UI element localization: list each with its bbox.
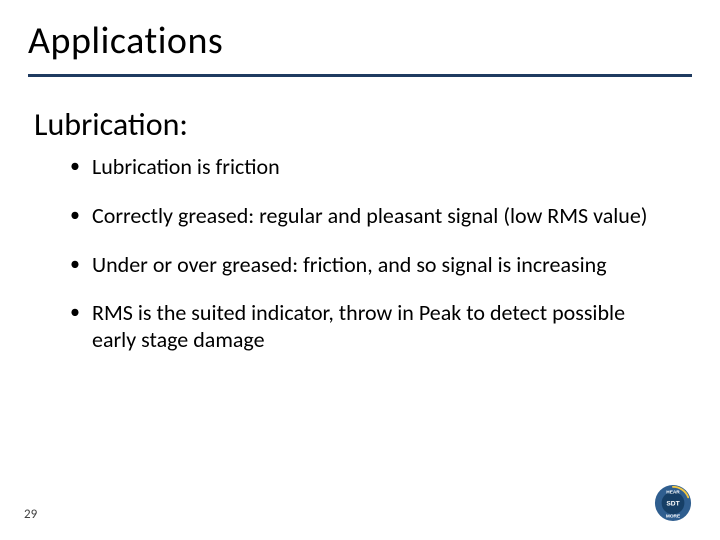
page-number: 29 bbox=[24, 507, 37, 522]
slide: Applications Lubrication: Lubrication is… bbox=[0, 0, 720, 540]
brand-logo-icon: HEAR SDT MORE bbox=[654, 484, 692, 522]
list-item: Correctly greased: regular and pleasant … bbox=[92, 203, 672, 230]
logo-top-text: HEAR bbox=[666, 490, 680, 496]
list-item: RMS is the suited indicator, throw in Pe… bbox=[92, 300, 672, 354]
list-item: Lubrication is friction bbox=[92, 154, 672, 181]
logo-center-text: SDT bbox=[666, 500, 679, 507]
logo-bottom-text: MORE bbox=[666, 513, 680, 519]
slide-title: Applications bbox=[28, 18, 692, 64]
slide-subheading: Lubrication: bbox=[34, 105, 692, 144]
title-underline bbox=[28, 74, 692, 77]
bullet-list: Lubrication is friction Correctly grease… bbox=[28, 154, 692, 354]
list-item: Under or over greased: friction, and so … bbox=[92, 252, 672, 279]
